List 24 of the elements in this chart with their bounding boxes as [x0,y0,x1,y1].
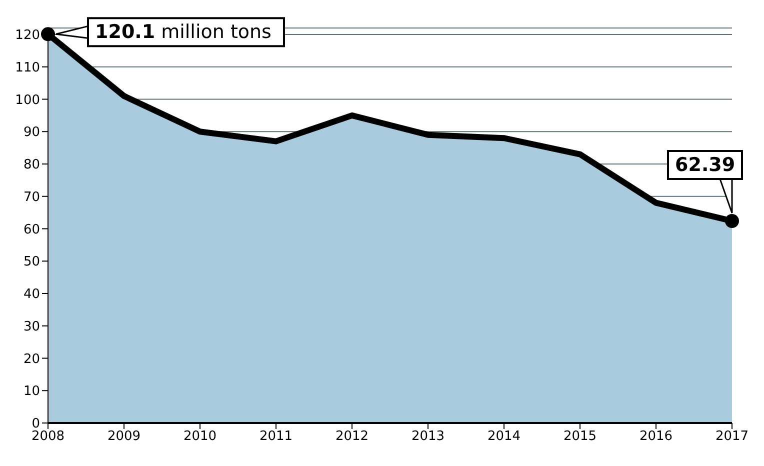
y-tick-label: 80 [23,158,40,173]
x-tick-label: 2009 [107,429,141,444]
x-tick-label: 2016 [639,429,673,444]
x-tick-label: 2017 [715,429,749,444]
annotation: 62.39 [675,154,736,176]
x-tick-label: 2014 [487,429,521,444]
x-tick-label: 2015 [563,429,597,444]
annotation: 120.1 million tons [95,21,272,44]
y-tick-label: 40 [23,287,40,302]
y-tick-label: 110 [15,60,40,76]
y-tick-label: 30 [23,319,40,334]
x-tick-label: 2008 [31,429,65,444]
y-tick-label: 50 [23,254,40,270]
y-tick-label: 60 [23,222,40,238]
y-tick-label: 70 [23,190,40,205]
x-tick-label: 2013 [411,429,445,444]
x-tick-label: 2010 [183,429,217,444]
x-tick-label: 2012 [335,429,369,444]
y-tick-label: 90 [23,125,40,140]
y-tick-label: 10 [23,384,40,400]
y-tick-label: 120 [15,28,40,44]
y-tick-label: 20 [23,352,40,367]
y-tick-label: 100 [15,92,40,108]
x-tick-label: 2011 [259,429,293,444]
